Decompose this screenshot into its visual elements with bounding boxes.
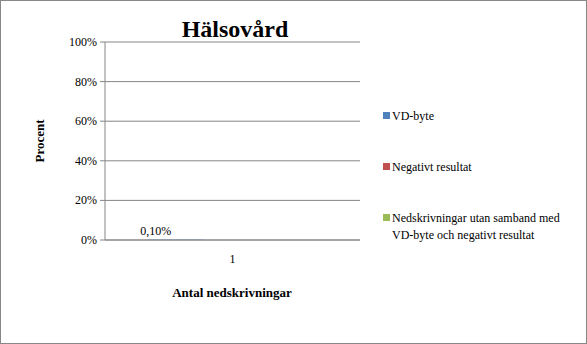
x-axis xyxy=(105,240,360,241)
legend-swatch xyxy=(383,112,390,119)
bars xyxy=(148,239,205,240)
grid-line xyxy=(105,42,360,43)
y-tick-label: 80% xyxy=(75,75,97,89)
y-tick xyxy=(100,160,105,161)
grid-line xyxy=(105,200,360,201)
chart-frame xyxy=(1,1,587,344)
bar xyxy=(148,239,205,240)
grid-line xyxy=(105,81,360,82)
y-axis xyxy=(105,42,106,240)
legend-label: VD-byte xyxy=(392,109,434,123)
legend-label: Nedskrivningar utan samband med VD-byte o… xyxy=(392,211,560,242)
grid-line xyxy=(105,121,360,122)
legend-swatch xyxy=(383,163,390,170)
y-tick xyxy=(100,240,105,241)
grid-line xyxy=(105,160,360,161)
y-tick xyxy=(100,81,105,82)
legend-label-line: Nedskrivningar utan samband med xyxy=(392,211,560,225)
x-axis-label: Antal nedskrivningar xyxy=(172,285,292,300)
legend-label-line: VD-byte och negativt resultat xyxy=(392,228,535,242)
legend: VD-byte Negativt resultat Nedskrivningar u… xyxy=(383,109,560,242)
data-labels: 0,10% xyxy=(140,224,171,238)
y-axis-label: Procent xyxy=(32,119,47,163)
y-tick-label: 100% xyxy=(69,35,97,49)
legend-label: Negativt resultat xyxy=(392,160,472,174)
y-tick-label: 40% xyxy=(75,154,97,168)
y-tick xyxy=(100,42,105,43)
y-tick-label: 60% xyxy=(75,114,97,128)
grid-line xyxy=(105,240,360,241)
legend-swatch xyxy=(383,214,390,221)
x-tick-label: 1 xyxy=(230,252,236,266)
legend-label-line: Negativt resultat xyxy=(392,160,472,174)
y-tick-label: 20% xyxy=(75,193,97,207)
data-label: 0,10% xyxy=(140,224,171,238)
y-tick xyxy=(100,200,105,201)
y-tick xyxy=(100,121,105,122)
y-tick-label: 0% xyxy=(81,233,97,247)
chart: Hälsovård 0% 20% 40% 60% 80% 100% 1 0,10% Antal n… xyxy=(0,0,587,344)
title: Hälsovård xyxy=(182,16,289,42)
legend-label-line: VD-byte xyxy=(392,109,434,123)
